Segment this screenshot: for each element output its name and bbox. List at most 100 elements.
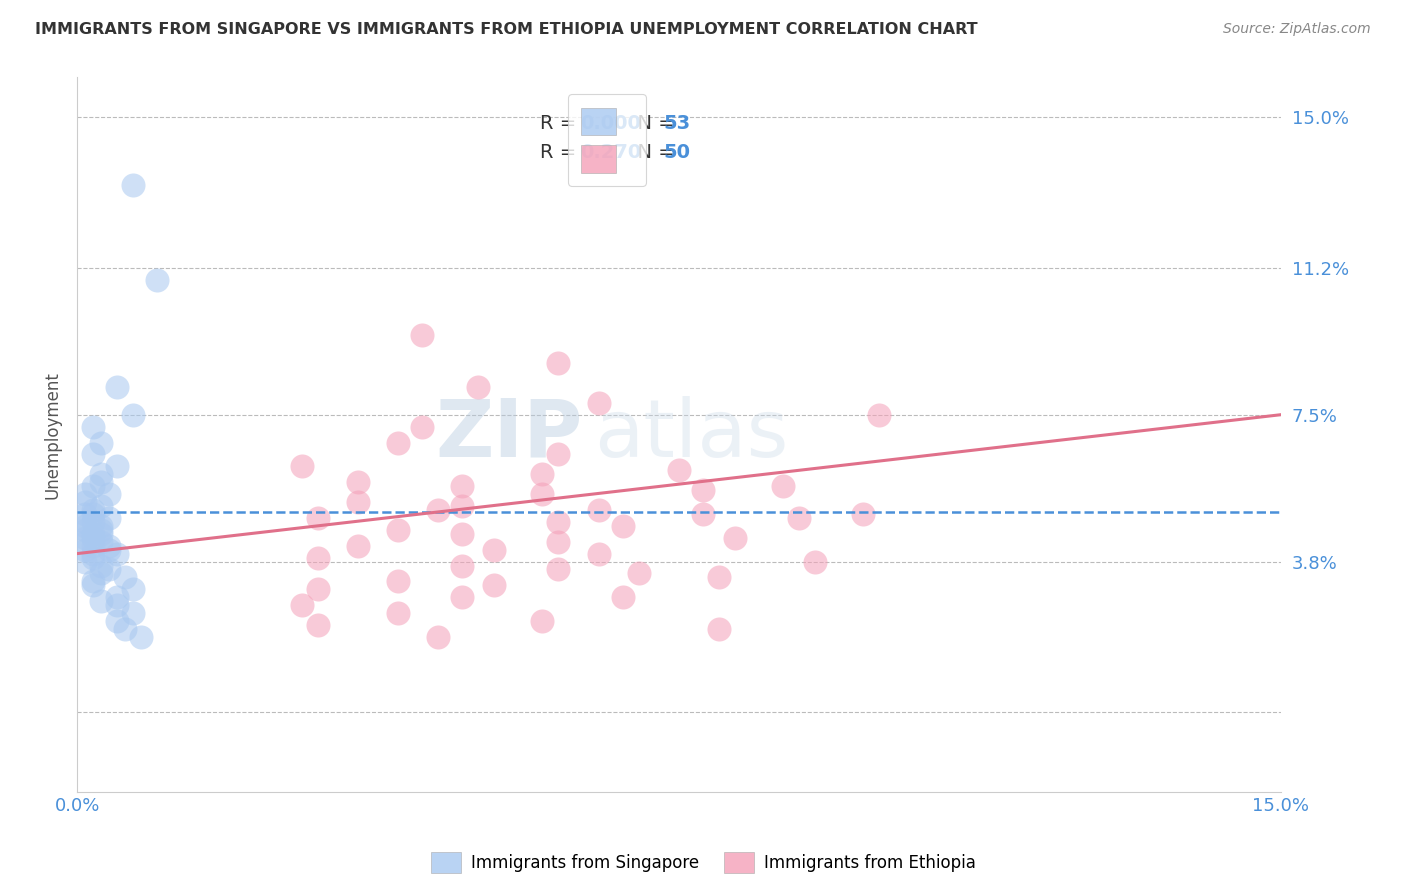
Point [451, 558, 474, 573]
Text: R =: R = [540, 143, 583, 162]
Point [98, 542, 121, 557]
Point [82, 550, 104, 565]
Point [547, 534, 569, 549]
Y-axis label: Unemployment: Unemployment [44, 371, 60, 499]
Point [114, 622, 136, 636]
Point [804, 555, 827, 569]
Point [347, 475, 370, 490]
Point [75, 515, 97, 529]
Point [588, 503, 610, 517]
Text: 50: 50 [664, 143, 690, 162]
Point [451, 591, 474, 605]
Text: 0.270: 0.270 [581, 143, 641, 162]
Point [531, 487, 554, 501]
Point [105, 547, 128, 561]
Point [122, 408, 145, 422]
Point [307, 550, 329, 565]
Point [307, 618, 329, 632]
Point [868, 408, 890, 422]
Point [668, 463, 690, 477]
Point [98, 539, 121, 553]
Point [75, 495, 97, 509]
Point [531, 467, 554, 482]
Legend: Immigrants from Singapore, Immigrants from Ethiopia: Immigrants from Singapore, Immigrants fr… [423, 846, 983, 880]
Point [122, 178, 145, 192]
Point [612, 519, 634, 533]
Point [451, 526, 474, 541]
Point [547, 447, 569, 461]
Point [105, 459, 128, 474]
Text: IMMIGRANTS FROM SINGAPORE VS IMMIGRANTS FROM ETHIOPIA UNEMPLOYMENT CORRELATION C: IMMIGRANTS FROM SINGAPORE VS IMMIGRANTS … [35, 22, 977, 37]
Point [707, 622, 730, 636]
Point [90, 435, 112, 450]
Point [692, 483, 714, 497]
Point [387, 523, 409, 537]
Point [82, 447, 104, 461]
Point [129, 630, 152, 644]
Point [291, 598, 314, 612]
Point [75, 519, 97, 533]
Point [90, 519, 112, 533]
Point [467, 380, 489, 394]
Point [724, 531, 747, 545]
Point [307, 582, 329, 597]
Point [82, 547, 104, 561]
Point [90, 475, 112, 490]
Point [98, 562, 121, 576]
Point [90, 534, 112, 549]
Point [451, 499, 474, 513]
Point [82, 539, 104, 553]
Point [484, 578, 506, 592]
Point [612, 591, 634, 605]
Point [98, 487, 121, 501]
Point [122, 582, 145, 597]
Point [82, 526, 104, 541]
Point [82, 574, 104, 589]
Text: N =: N = [624, 143, 681, 162]
Point [75, 487, 97, 501]
Point [291, 459, 314, 474]
Point [588, 547, 610, 561]
Point [146, 273, 169, 287]
Text: 0.000: 0.000 [581, 114, 641, 134]
Point [82, 503, 104, 517]
Point [707, 570, 730, 584]
Point [75, 523, 97, 537]
Point [90, 467, 112, 482]
Point [105, 380, 128, 394]
Point [547, 562, 569, 576]
Point [82, 479, 104, 493]
Point [852, 507, 875, 521]
Point [114, 570, 136, 584]
Point [307, 511, 329, 525]
Text: atlas: atlas [595, 395, 789, 474]
Point [82, 531, 104, 545]
Point [105, 598, 128, 612]
Point [347, 539, 370, 553]
Point [411, 419, 433, 434]
Point [75, 555, 97, 569]
Point [90, 594, 112, 608]
Point [82, 507, 104, 521]
Point [75, 531, 97, 545]
Text: R =: R = [540, 114, 583, 134]
Text: N =: N = [624, 114, 681, 134]
Point [98, 511, 121, 525]
Point [387, 435, 409, 450]
Point [75, 542, 97, 557]
Point [588, 396, 610, 410]
Text: ZIP: ZIP [436, 395, 582, 474]
Point [82, 419, 104, 434]
Point [90, 566, 112, 581]
Point [90, 526, 112, 541]
Point [627, 566, 650, 581]
Point [90, 523, 112, 537]
Point [75, 507, 97, 521]
Text: 53: 53 [664, 114, 690, 134]
Point [772, 479, 794, 493]
Point [547, 515, 569, 529]
Point [787, 511, 810, 525]
Point [105, 614, 128, 628]
Point [411, 328, 433, 343]
Point [427, 630, 450, 644]
